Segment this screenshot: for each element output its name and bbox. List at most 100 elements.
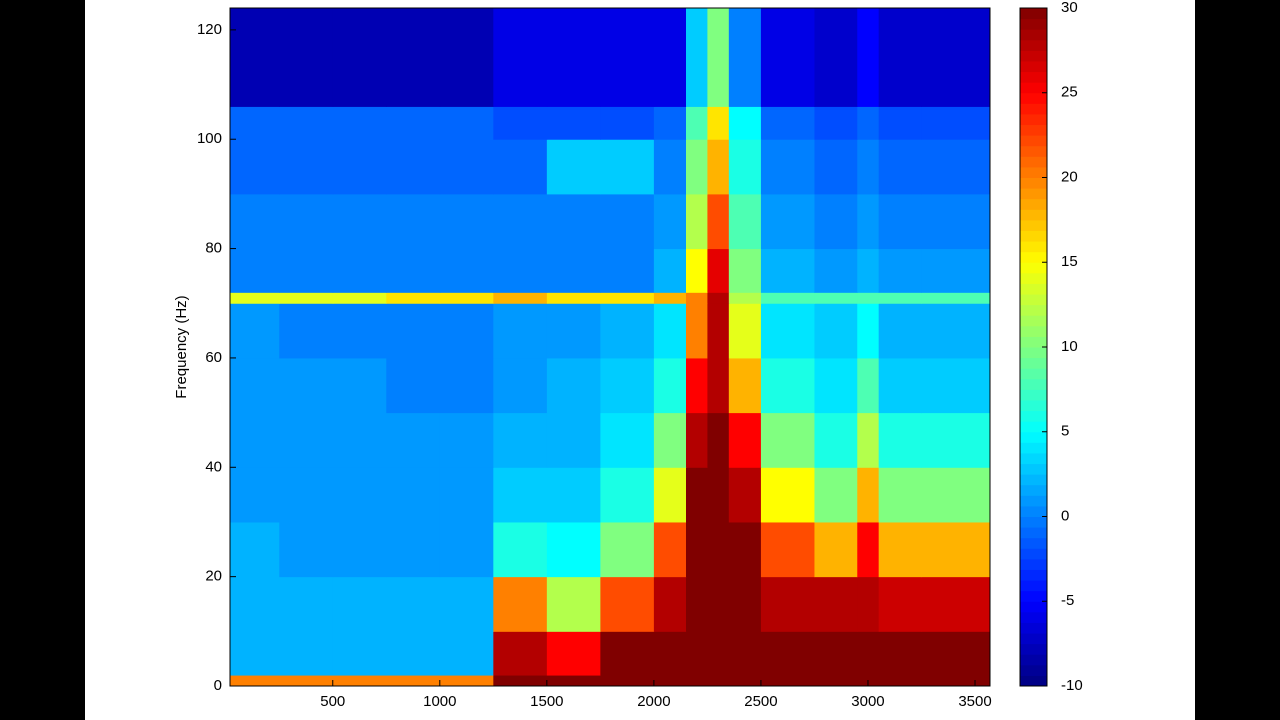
heatmap-cell [686, 631, 708, 676]
heatmap-cell [760, 139, 815, 195]
heatmap-cell [386, 248, 441, 293]
colorbar-segment [1020, 421, 1047, 433]
heatmap-cell [332, 675, 387, 687]
y-tick-label: 100 [197, 130, 222, 147]
heatmap-cell [728, 106, 762, 140]
colorbar-segment [1020, 347, 1047, 359]
heatmap-cell [493, 521, 548, 578]
colorbar-segment [1020, 452, 1047, 465]
colorbar-tick-label: 20 [1061, 168, 1078, 185]
heatmap-cell [332, 139, 387, 195]
heatmap-cell [814, 292, 858, 304]
heatmap-cell [439, 248, 494, 293]
heatmap-cell [332, 292, 387, 304]
heatmap-cell [686, 292, 708, 304]
colorbar-tick-label: 10 [1061, 338, 1078, 355]
heatmap-cell [279, 303, 334, 359]
heatmap-cell [707, 193, 730, 250]
heatmap-cell [878, 303, 922, 359]
heatmap-cell [686, 675, 708, 687]
heatmap-cell [921, 631, 991, 676]
heatmap-cell [279, 292, 334, 304]
colorbar-segment [1020, 82, 1047, 94]
heatmap-cell [546, 8, 601, 107]
heatmap-cell [332, 106, 387, 140]
heatmap-cell [728, 193, 762, 250]
heatmap-cell [230, 412, 280, 468]
heatmap-cell [279, 576, 334, 632]
heatmap-cell [728, 675, 762, 687]
colorbar-segment [1020, 368, 1047, 380]
colorbar-segment [1020, 39, 1047, 51]
heatmap-cell [493, 193, 548, 250]
heatmap-cell [230, 248, 280, 293]
heatmap-cell [546, 357, 601, 414]
heatmap-cell [921, 521, 991, 578]
heatmap-cell [878, 412, 922, 468]
colorbar-segment [1020, 166, 1047, 178]
colorbar-tick-label: 15 [1061, 253, 1078, 270]
heatmap-cell [921, 412, 991, 468]
heatmap-cell [600, 193, 655, 250]
colorbar-segment [1020, 113, 1047, 126]
plot-frame [229, 7, 991, 687]
colorbar-segment [1020, 527, 1047, 539]
heatmap-cell [439, 675, 494, 687]
x-tick-label: 1000 [423, 693, 456, 710]
heatmap-cell [600, 576, 655, 632]
heatmap-cell [600, 139, 655, 195]
y-tick-label: 0 [214, 677, 222, 694]
heatmap-cell [814, 521, 858, 578]
heatmap-cell [439, 193, 494, 250]
heatmap-cell [493, 576, 548, 632]
heatmap-cell [686, 521, 708, 578]
heatmap-cell [653, 292, 687, 304]
heatmap-cell [728, 139, 762, 195]
heatmap-cell [386, 357, 441, 414]
colorbar-tick-label: -10 [1061, 677, 1083, 694]
heatmap-cell [686, 139, 708, 195]
heatmap-cell [439, 467, 494, 523]
colorbar-segment [1020, 601, 1047, 613]
heatmap-cell [230, 139, 280, 195]
heatmap-cell [386, 675, 441, 687]
colorbar-segment [1020, 50, 1047, 62]
heatmap-cell [546, 139, 601, 195]
heatmap-cell [332, 193, 387, 250]
heatmap-cell [760, 248, 815, 293]
colorbar-segment [1020, 633, 1047, 645]
heatmap-cell [332, 303, 387, 359]
heatmap-cell [279, 139, 334, 195]
heatmap-cell [546, 193, 601, 250]
heatmap-cell [878, 521, 922, 578]
colorbar-segment [1020, 8, 1047, 20]
heatmap-cell [814, 248, 858, 293]
heatmap-cell [686, 248, 708, 293]
heatmap-cell [600, 521, 655, 578]
heatmap-cell [878, 8, 922, 107]
colorbar-segment [1020, 336, 1047, 348]
colorbar-segment [1020, 124, 1047, 136]
heatmap-cell [653, 193, 687, 250]
heatmap-cell [653, 106, 687, 140]
heatmap-cell [921, 467, 991, 523]
heatmap-cell [546, 521, 601, 578]
heatmap-cell [653, 303, 687, 359]
heatmap-cell [230, 576, 280, 632]
colorbar-segment [1020, 198, 1047, 210]
heatmap-cell [653, 412, 687, 468]
heatmap-cell [921, 193, 991, 250]
heatmap-cell [546, 576, 601, 632]
heatmap-cell [386, 303, 441, 359]
heatmap-cell [686, 467, 708, 523]
y-tick-label: 80 [205, 240, 222, 257]
heatmap-cell [760, 675, 815, 687]
colorbar-segment [1020, 177, 1047, 189]
heatmap-cell [728, 412, 762, 468]
heatmap-cell [279, 248, 334, 293]
heatmap-cell [921, 292, 991, 304]
heatmap-cell [814, 412, 858, 468]
heatmap-cell [332, 576, 387, 632]
heatmap-cell [600, 357, 655, 414]
colorbar-segment [1020, 188, 1047, 200]
